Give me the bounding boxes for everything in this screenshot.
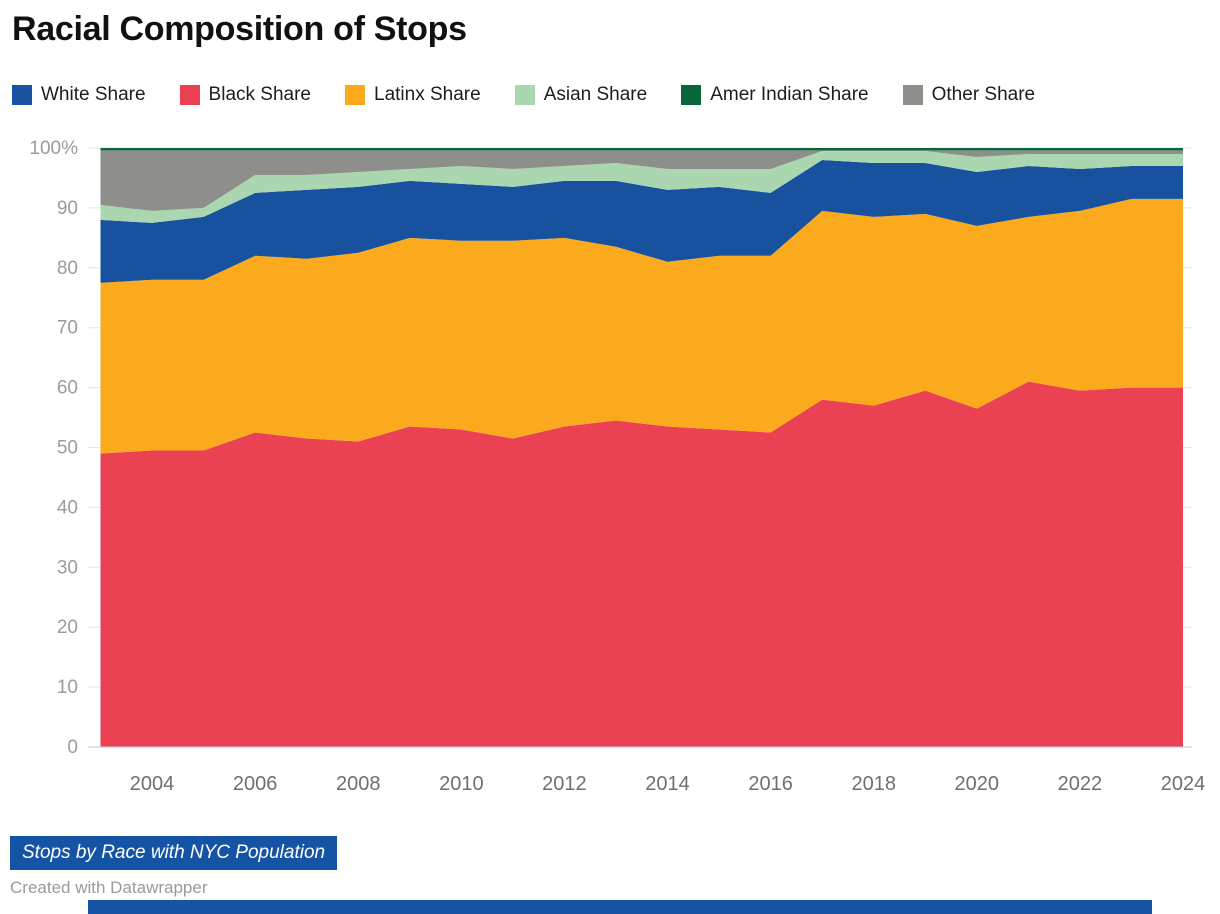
legend-swatch-icon (681, 85, 702, 105)
x-tick-label: 2018 (851, 773, 896, 795)
legend-label: Amer Indian Share (710, 84, 869, 105)
y-tick-label: 10 (57, 677, 78, 698)
area-series (100, 148, 1183, 747)
legend-swatch-icon (514, 85, 535, 105)
legend-swatch-icon (902, 85, 923, 105)
area-white-share (100, 160, 1183, 283)
legend-swatch-icon (12, 85, 32, 105)
y-tick-label: 30 (57, 557, 78, 578)
area-asian-share (100, 151, 1183, 223)
legend: White Share Black Share Latinx Share Asian … (12, 84, 1035, 106)
legend-item-other-share: Other Share (902, 84, 1036, 106)
y-tick-label: 90 (57, 198, 78, 219)
legend-item-asian-share: Asian Share (514, 84, 648, 106)
y-tick-label: 60 (57, 378, 78, 399)
area-black-share (100, 381, 1183, 747)
legend-item-amer-indian-share: Amer Indian Share (681, 84, 869, 106)
legend-label: Asian Share (543, 84, 648, 105)
x-tick-label: 2010 (439, 773, 484, 795)
y-tick-label: 70 (57, 318, 78, 339)
legend-label: Black Share (208, 84, 311, 105)
x-tick-label: 2004 (130, 773, 175, 795)
y-tick-label: 50 (57, 438, 78, 459)
bottom-bar (88, 900, 1152, 914)
y-tick-label: 80 (57, 258, 78, 279)
area-other-share (100, 150, 1183, 211)
x-tick-label: 2020 (955, 773, 1000, 795)
legend-item-latinx-share: Latinx Share (345, 84, 481, 106)
category-badge[interactable]: Stops by Race with NYC Population (10, 836, 338, 870)
legend-swatch-icon (179, 85, 200, 105)
datawrapper-credit-link[interactable]: Created with Datawrapper (10, 878, 208, 897)
x-tick-label: 2022 (1058, 773, 1103, 795)
x-tick-label: 2024 (1161, 773, 1206, 795)
x-tick-label: 2014 (645, 773, 690, 795)
y-tick-label: 100% (29, 138, 78, 159)
y-axis-labels: 0 10 20 30 40 50 60 70 80 90 100% (29, 138, 78, 758)
legend-label: Latinx Share (374, 84, 481, 105)
area-amer-indian-share (100, 148, 1183, 151)
x-tick-label: 2012 (542, 773, 587, 795)
x-tick-label: 2008 (336, 773, 381, 795)
x-axis-labels: 2004 2006 2008 2010 2012 2014 2016 2018 2020 2022… (130, 773, 1205, 795)
y-tick-label: 0 (67, 737, 78, 758)
chart-title: Racial Composition of Stops (12, 10, 467, 48)
legend-label: Other Share (931, 84, 1036, 105)
y-tick-label: 40 (57, 497, 78, 518)
y-tick-label: 20 (57, 617, 78, 638)
x-tick-label: 2006 (233, 773, 278, 795)
area-latinx-share (100, 198, 1183, 454)
legend-item-white-share: White Share (12, 84, 146, 106)
x-tick-label: 2016 (748, 773, 793, 795)
legend-label: White Share (41, 84, 146, 105)
legend-item-black-share: Black Share (179, 84, 311, 106)
legend-swatch-icon (345, 85, 365, 105)
